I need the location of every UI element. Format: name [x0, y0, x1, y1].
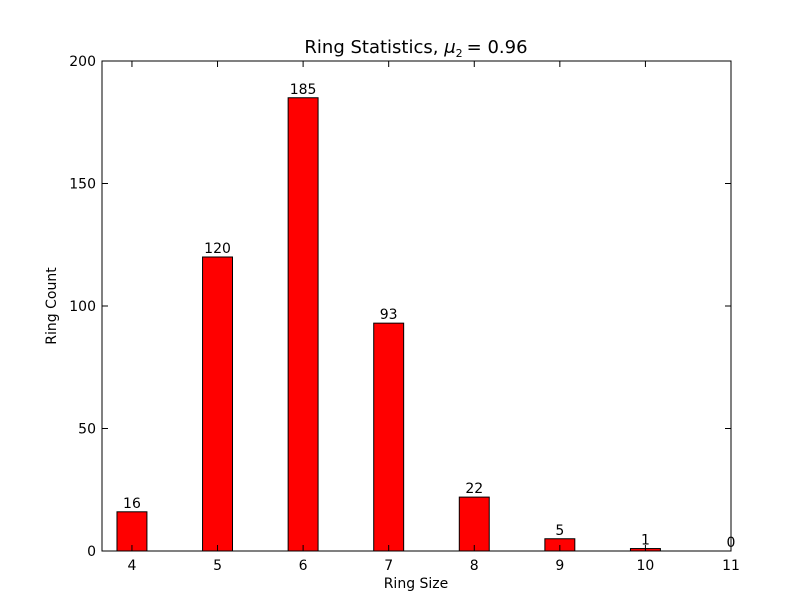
chart-title-subscript: 2	[456, 47, 463, 60]
value-label-6: 185	[290, 82, 317, 98]
y-tick-label-200: 200	[69, 54, 96, 70]
y-tick-label-150: 150	[69, 177, 96, 193]
plot-frame	[101, 60, 732, 552]
tick-labels-layer: 4 5 6 7 8 9 10 11 0 50 100 150 200	[69, 54, 740, 574]
bar-5	[202, 256, 234, 552]
bar-4	[116, 511, 148, 552]
y-tick-label-0: 0	[87, 544, 96, 560]
chart-title-mu: μ	[443, 37, 455, 58]
value-label-9: 5	[555, 523, 564, 539]
x-tick-label-11: 11	[722, 558, 740, 574]
y-tick-label-100: 100	[69, 299, 96, 315]
chart-title-prefix: Ring Statistics,	[304, 37, 444, 58]
x-tick-label-7: 7	[384, 558, 393, 574]
x-axis-label: Ring Size	[384, 576, 449, 592]
x-tick-label-4: 4	[127, 558, 136, 574]
x-tick-label-6: 6	[299, 558, 308, 574]
value-label-8: 22	[465, 481, 483, 497]
x-tick-label-10: 10	[637, 558, 655, 574]
value-label-5: 120	[204, 241, 231, 257]
y-axis-label: Ring Count	[44, 267, 60, 345]
bar-6	[287, 97, 319, 552]
value-label-4: 16	[123, 496, 141, 512]
bar-8	[458, 496, 490, 552]
value-label-7: 93	[380, 307, 398, 323]
chart-title-suffix: = 0.96	[467, 37, 528, 58]
bar-7	[373, 322, 405, 552]
x-tick-label-8: 8	[470, 558, 479, 574]
chart-title: Ring Statistics, μ2 = 0.96	[304, 37, 527, 60]
value-label-10: 1	[641, 533, 650, 549]
bars-layer	[116, 97, 661, 552]
x-tick-label-9: 9	[555, 558, 564, 574]
x-tick-label-5: 5	[213, 558, 222, 574]
y-tick-label-50: 50	[78, 422, 96, 438]
